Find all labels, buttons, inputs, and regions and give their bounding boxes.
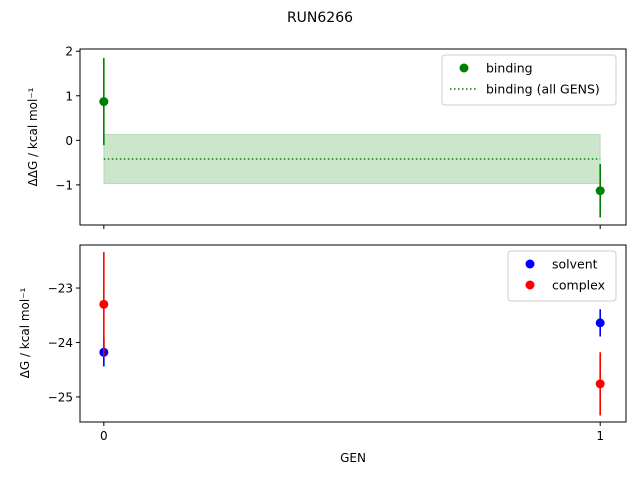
y-tick-label: −25	[48, 390, 73, 404]
data-point-complex	[595, 379, 605, 389]
bottom-y-axis-label: ΔG / kcal mol⁻¹	[18, 287, 32, 378]
y-tick-label: −24	[48, 336, 73, 350]
axes-frame	[79, 48, 627, 226]
x-tick-label: 1	[596, 429, 604, 443]
y-tick-label: −23	[48, 282, 73, 296]
y-tick-label: 0	[65, 134, 73, 148]
top-axes: 2 1 0 −1 binding binding (all GENS)	[55, 45, 627, 229]
chart-title: RUN6266	[287, 10, 353, 26]
y-tick-label: 2	[65, 45, 73, 59]
x-tick-label: 0	[100, 429, 108, 443]
legend-frame	[441, 54, 617, 106]
x-axis-label: GEN	[340, 451, 366, 465]
legend-label: binding (all GENS)	[486, 82, 600, 97]
data-point-binding	[99, 97, 109, 107]
legend: solvent complex	[507, 250, 617, 302]
legend-frame	[507, 250, 617, 302]
y-tick-label: −1	[55, 178, 73, 192]
top-y-axis-label: ΔΔG / kcal mol⁻¹	[26, 87, 40, 186]
data-point-solvent	[595, 318, 605, 328]
y-tick-label: 1	[65, 89, 73, 103]
legend: binding binding (all GENS)	[441, 54, 617, 106]
bottom-axes: −23 −24 −25 0 1 solvent complex	[48, 244, 627, 443]
legend-label: complex	[552, 278, 605, 293]
legend-label: binding	[486, 61, 533, 76]
legend-dot-marker	[525, 259, 535, 269]
data-point-binding	[595, 186, 605, 196]
legend-label: solvent	[552, 257, 598, 272]
legend-dot-marker	[459, 63, 469, 73]
legend-dot-marker	[525, 280, 535, 290]
axes-frame	[79, 244, 627, 423]
data-point-complex	[99, 299, 109, 309]
